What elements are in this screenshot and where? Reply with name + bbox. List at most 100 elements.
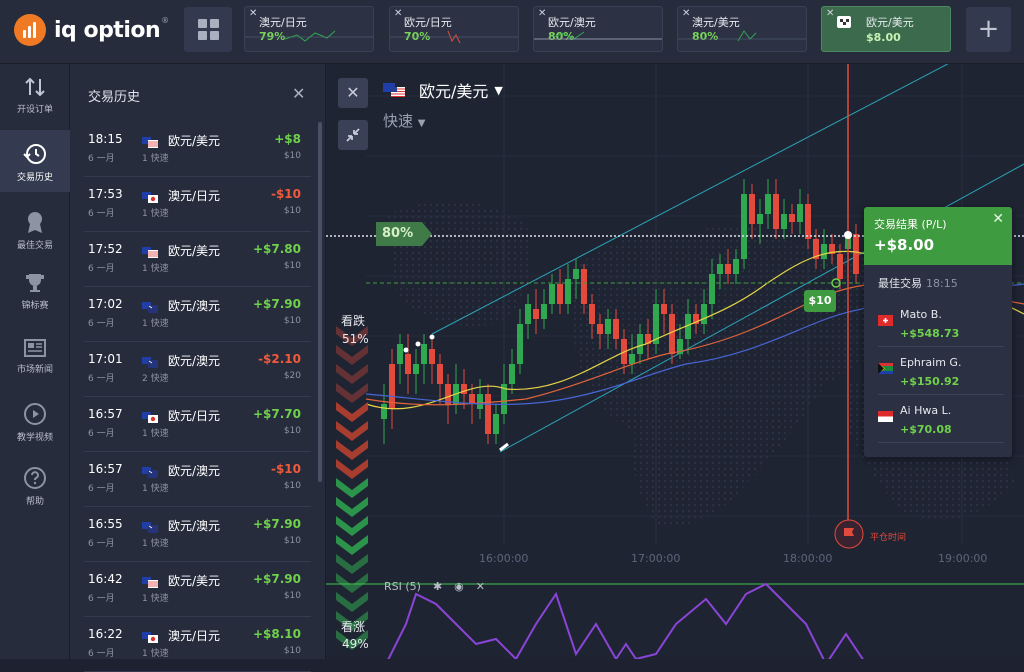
- result-header: 交易结果 (P/L) +$8.00 ✕: [864, 207, 1012, 265]
- trade-amount-tag: $10: [804, 290, 836, 312]
- history-row[interactable]: 17:01 6 一月 欧元/澳元 2 快速 -$2.10 $20: [84, 342, 311, 397]
- history-row[interactable]: 16:55 6 一月 欧元/澳元 1 快速 +$7.90 $10: [84, 507, 311, 562]
- expiry-flag-icon[interactable]: [834, 519, 864, 549]
- trade-date: 6 一月: [88, 429, 115, 439]
- collapse-chart-button[interactable]: [338, 120, 368, 150]
- sparkline: [390, 30, 518, 44]
- trade-asset: 欧元/美元: [168, 244, 221, 258]
- help-icon: [24, 467, 46, 489]
- scrollbar[interactable]: [318, 122, 322, 482]
- trade-stake: $10: [283, 151, 301, 161]
- trade-asset: 欧元/美元: [168, 574, 221, 588]
- logo[interactable]: iq option ®: [14, 14, 169, 46]
- gear-icon[interactable]: ✱: [432, 580, 443, 593]
- add-asset-button[interactable]: +: [966, 7, 1011, 52]
- trader-name: Ephraim G.: [900, 356, 962, 369]
- best-trader-row[interactable]: Mato B. +$548.73: [878, 299, 1004, 347]
- asset-tab-name: 欧元/日元: [404, 16, 452, 29]
- asset-tab-eur-aud[interactable]: ✕ 欧元/澳元 80%: [533, 6, 663, 52]
- trade-profit: -$2.10: [258, 352, 301, 366]
- mode-label: 快速: [383, 112, 414, 130]
- trader-profit: +$150.92: [900, 375, 960, 388]
- asset-tab-eur-jpy[interactable]: ✕ 欧元/日元 70%: [389, 6, 519, 52]
- sentiment-ladder: [336, 326, 368, 650]
- flag-eu-au-icon: [142, 353, 158, 368]
- asset-grid-button[interactable]: [184, 7, 232, 52]
- sparkline: [534, 31, 662, 40]
- trophy-icon: [26, 274, 44, 292]
- trade-date: 6 一月: [88, 484, 115, 494]
- sell-label: 看跌: [340, 314, 365, 328]
- flag-ch-icon: [878, 311, 893, 326]
- close-tab-icon[interactable]: ✕: [249, 8, 258, 19]
- expiry-label: 平仓时间: [870, 533, 907, 543]
- nav-label: 教学视频: [16, 433, 53, 443]
- drawing-handles[interactable]: [403, 334, 509, 452]
- nav-best-trades[interactable]: 最佳交易: [0, 198, 70, 260]
- history-row[interactable]: 17:52 6 一月 欧元/美元 1 快速 +$7.80 $10: [84, 232, 311, 287]
- history-row[interactable]: 17:02 6 一月 欧元/澳元 1 快速 +$7.90 $10: [84, 287, 311, 342]
- trade-profit: +$7.90: [252, 297, 301, 311]
- trade-time: 16:55: [88, 517, 123, 531]
- trade-asset: 欧元/日元: [168, 409, 221, 423]
- flag-au-jp-icon: [142, 628, 158, 643]
- best-trader-row[interactable]: Ephraim G. +$150.92: [878, 347, 1004, 395]
- history-row[interactable]: 16:57 6 一月 欧元/澳元 1 快速 -$10 $10: [84, 452, 311, 507]
- history-row[interactable]: 17:53 6 一月 澳元/日元 1 快速 -$10 $10: [84, 177, 311, 232]
- candlesticks: [381, 179, 859, 444]
- close-chart-button[interactable]: ✕: [338, 78, 368, 108]
- rsi-indicator-header: RSI (5) ✱ ◉ ✕: [384, 580, 485, 593]
- trade-time: 16:57: [88, 407, 123, 421]
- asset-selector[interactable]: 欧元/美元 ▼: [383, 78, 503, 102]
- close-tab-icon[interactable]: ✕: [682, 8, 691, 19]
- trade-asset: 澳元/日元: [168, 189, 221, 203]
- nav-trade-history[interactable]: 交易历史: [0, 130, 70, 192]
- asset-tab-name: 欧元/澳元: [548, 16, 596, 29]
- play-icon: [24, 403, 46, 425]
- trade-profit: +$8: [274, 132, 301, 146]
- flag-au-jp-icon: [142, 188, 158, 203]
- best-title: 最佳交易: [878, 277, 922, 290]
- buy-percent: 49%: [342, 637, 369, 651]
- eye-icon[interactable]: ◉: [454, 580, 464, 593]
- nav-help[interactable]: 帮助: [0, 454, 70, 516]
- trade-type: 1 快速: [142, 264, 169, 274]
- trade-stake: $10: [283, 426, 301, 436]
- history-row[interactable]: 16:57 6 一月 欧元/日元 1 快速 +$7.70 $10: [84, 397, 311, 452]
- payout-value: 80%: [382, 226, 414, 241]
- asset-tab-payout: 70%: [404, 30, 431, 43]
- history-row[interactable]: 16:42 6 一月 欧元/美元 1 快速 +$7.90 $10: [84, 562, 311, 617]
- nav-tournaments[interactable]: 锦标赛: [0, 260, 70, 322]
- history-row[interactable]: 16:22 6 一月 澳元/日元 1 快速 +$8.10 $10: [84, 617, 311, 672]
- best-trader-row[interactable]: Ai Hwa L. +$70.08: [878, 395, 1004, 443]
- nav-open-orders[interactable]: 开设订单: [0, 64, 70, 126]
- trade-history-panel: 交易历史 ✕ 18:15 6 一月 欧元/美元 1 快速 +$8 $10 17:…: [70, 64, 326, 672]
- time-tick: 18:00:00: [783, 552, 833, 565]
- mode-selector[interactable]: 快速 ▼: [383, 110, 426, 131]
- asset-tab-name: 欧元/美元: [866, 16, 914, 29]
- trade-profit: +$7.70: [252, 407, 301, 421]
- trade-stake: $20: [283, 371, 301, 381]
- close-tab-icon[interactable]: ✕: [826, 8, 835, 19]
- sell-percent: 51%: [342, 332, 369, 346]
- close-tab-icon[interactable]: ✕: [394, 8, 403, 19]
- trade-stake: $10: [283, 261, 301, 271]
- asset-tab-eur-usd[interactable]: ✕ 欧元/美元 $8.00: [821, 6, 951, 52]
- nav-tutorial-videos[interactable]: 教学视频: [0, 390, 70, 452]
- trade-stake: $10: [283, 206, 301, 216]
- history-row[interactable]: 18:15 6 一月 欧元/美元 1 快速 +$8 $10: [84, 122, 311, 177]
- trade-time: 17:01: [88, 352, 123, 366]
- close-popup-icon[interactable]: ✕: [992, 211, 1004, 227]
- close-icon[interactable]: ✕: [475, 580, 485, 593]
- asset-tab-aud-usd[interactable]: ✕ 澳元/美元 80%: [677, 6, 807, 52]
- trade-profit: +$7.90: [252, 517, 301, 531]
- asset-tab-aud-jpy[interactable]: ✕ 澳元/日元 79%: [244, 6, 374, 52]
- nav-label: 市场新闻: [16, 365, 53, 375]
- close-tab-icon[interactable]: ✕: [538, 8, 547, 19]
- trade-date: 6 一月: [88, 264, 115, 274]
- trade-type: 1 快速: [142, 429, 169, 439]
- close-panel-icon[interactable]: ✕: [292, 84, 306, 103]
- nav-label: 锦标赛: [21, 301, 49, 311]
- trader-profit: +$70.08: [900, 423, 952, 436]
- nav-market-news[interactable]: 市场新闻: [0, 326, 70, 388]
